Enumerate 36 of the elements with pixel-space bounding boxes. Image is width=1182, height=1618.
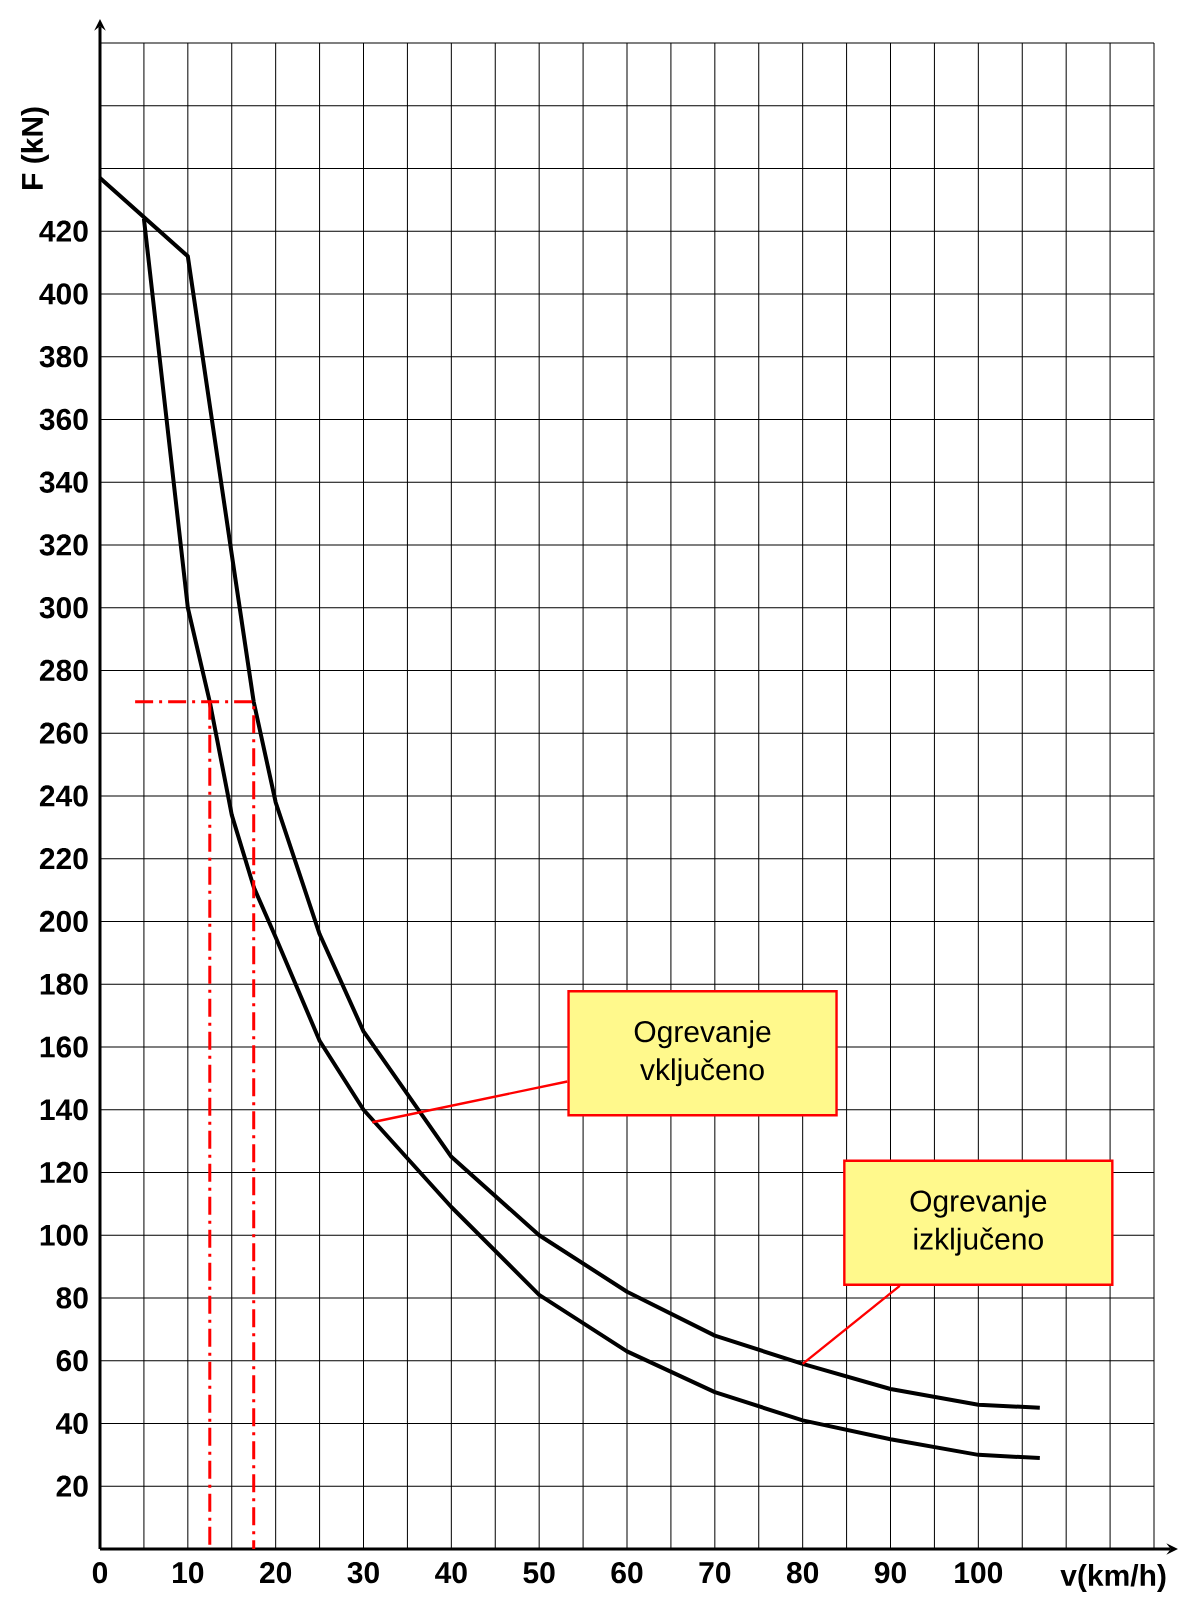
y-tick-label: 400	[39, 283, 88, 305]
x-tick-label: 40	[435, 1562, 467, 1584]
y-tick-label: 340	[39, 471, 88, 493]
x-tick-label: 80	[786, 1562, 819, 1584]
annotation: Ogrevanje vključeno	[634, 1020, 771, 1087]
y-tick-label: 80	[56, 1287, 88, 1309]
x-tick-label: 90	[874, 1562, 906, 1584]
y-tick-label: 120	[40, 1161, 88, 1184]
annotation: Ogrevanje izključeno	[910, 1189, 1047, 1256]
x-tick-label: 30	[347, 1562, 379, 1584]
x-tick-label: 100	[955, 1562, 1003, 1584]
x-tick-label: 10	[173, 1562, 204, 1584]
y-tick-label: 320	[39, 534, 88, 556]
y-tick-label: 220	[39, 848, 88, 870]
y-tick-label: 180	[40, 973, 88, 995]
y-tick-label: 140	[40, 1099, 88, 1121]
y-tick-label: 160	[40, 1036, 88, 1058]
y-tick-label: 380	[39, 346, 88, 368]
y-tick-label: 260	[39, 722, 88, 744]
y-tick-label: 60	[56, 1350, 88, 1372]
y-tick-label: 200	[39, 910, 88, 933]
y-tick-label: 100	[40, 1224, 88, 1246]
y-tick-label: 360	[39, 408, 88, 431]
x-tick-label: 50	[523, 1562, 555, 1584]
y-tick-label: 240	[39, 785, 88, 807]
x-tick-label: 0	[92, 1562, 108, 1584]
x-axis-title: v(km/h)	[1060, 1564, 1166, 1593]
y-tick-label: 40	[56, 1412, 88, 1435]
x-tick-label: 60	[611, 1562, 643, 1584]
x-tick-label: 70	[699, 1562, 731, 1584]
y-tick-label: 300	[39, 597, 88, 619]
y-tick-label: 280	[39, 659, 88, 682]
y-tick-label: 20	[56, 1475, 88, 1497]
x-tick-label: 20	[260, 1562, 292, 1584]
y-tick-label: 420	[39, 220, 88, 242]
y-axis-title: F (kN)	[20, 107, 49, 189]
